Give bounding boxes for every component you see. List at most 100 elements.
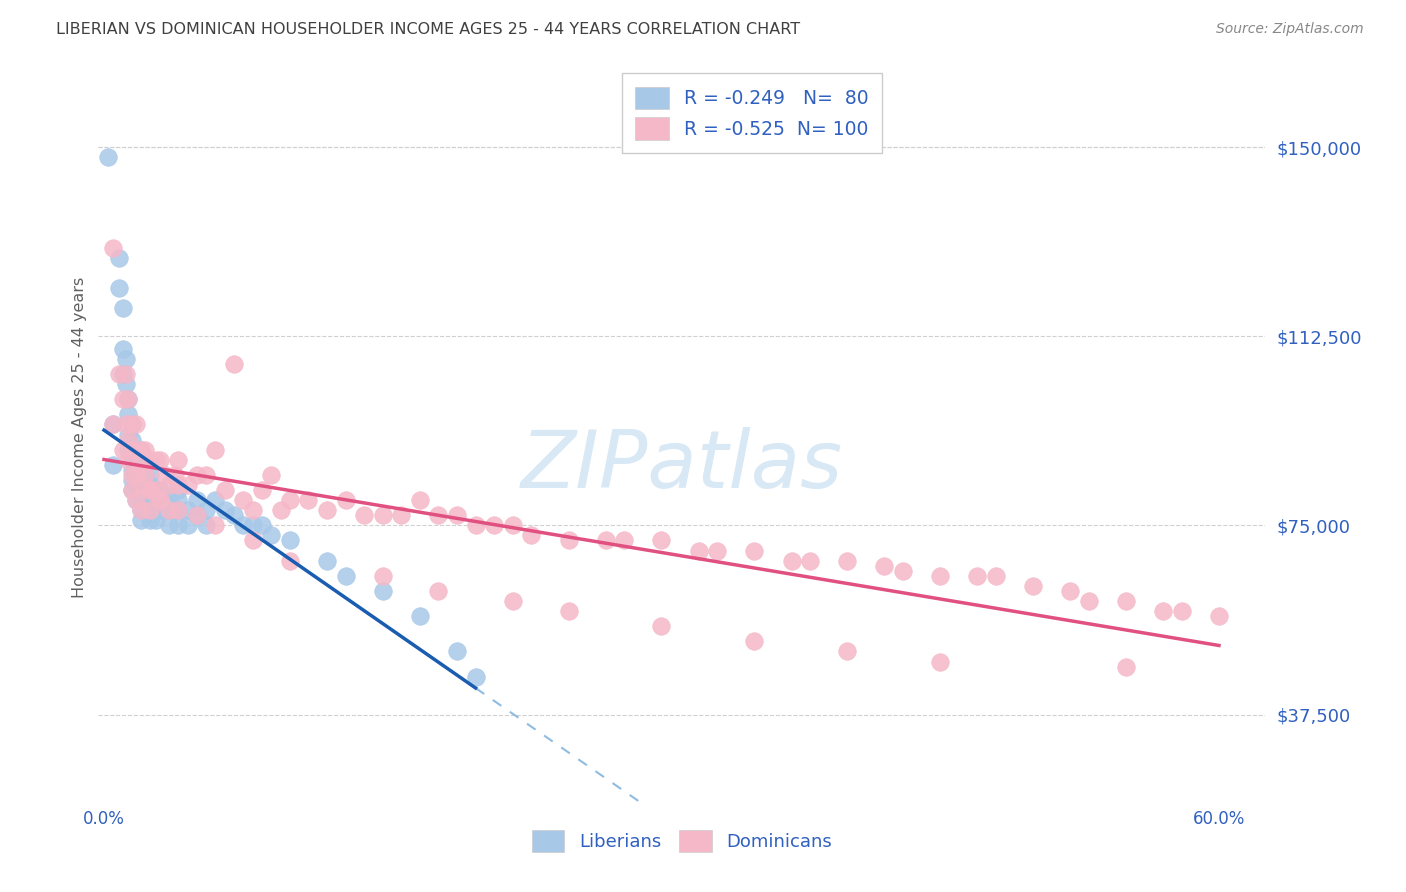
Point (371, 569, 394, 583)
Point (139, 478, 162, 492)
Point (744, 634, 766, 648)
Point (1115, 594, 1137, 608)
Point (204, 442, 226, 457)
Point (966, 569, 988, 583)
Point (139, 503, 162, 517)
Point (222, 357, 245, 371)
Point (409, 493, 432, 508)
Point (124, 467, 146, 482)
Point (155, 503, 177, 517)
Point (780, 554, 803, 568)
Point (595, 533, 617, 548)
Point (121, 473, 143, 487)
Point (186, 508, 208, 523)
Point (134, 478, 156, 492)
Point (129, 503, 152, 517)
Point (124, 478, 146, 492)
Point (134, 493, 156, 508)
Point (121, 483, 143, 497)
Point (97, 150, 120, 164)
Point (139, 483, 162, 497)
Point (502, 518, 524, 533)
Point (124, 417, 146, 432)
Point (214, 483, 236, 497)
Point (688, 543, 710, 558)
Point (117, 408, 139, 422)
Point (124, 442, 146, 457)
Point (167, 452, 190, 467)
Point (167, 518, 190, 533)
Point (129, 442, 152, 457)
Point (1059, 583, 1081, 598)
Point (145, 452, 167, 467)
Point (242, 533, 264, 548)
Point (520, 528, 543, 542)
Point (195, 503, 218, 517)
Point (371, 508, 394, 523)
Point (250, 518, 273, 533)
Point (111, 301, 134, 316)
Point (464, 670, 486, 684)
Point (139, 467, 162, 482)
Point (134, 452, 156, 467)
Point (117, 392, 139, 407)
Point (121, 417, 143, 432)
Point (115, 377, 138, 392)
Point (427, 583, 450, 598)
Point (214, 503, 236, 517)
Point (121, 463, 143, 477)
Point (260, 528, 283, 542)
Point (111, 342, 134, 356)
Point (157, 518, 180, 533)
Point (929, 655, 952, 669)
Point (129, 483, 152, 497)
Point (353, 508, 375, 523)
Point (195, 467, 218, 482)
Point (371, 583, 394, 598)
Point (891, 564, 914, 578)
Point (129, 513, 152, 527)
Point (111, 367, 134, 381)
Point (232, 493, 254, 508)
Point (145, 483, 167, 497)
Point (176, 478, 198, 492)
Point (124, 452, 146, 467)
Point (108, 281, 131, 295)
Point (1208, 609, 1230, 624)
Point (409, 609, 432, 624)
Point (873, 558, 896, 573)
Point (103, 458, 125, 472)
Point (242, 518, 264, 533)
Point (1152, 604, 1174, 618)
Point (222, 508, 245, 523)
Point (155, 493, 177, 508)
Point (117, 392, 139, 407)
Point (484, 518, 506, 533)
Point (837, 644, 859, 658)
Point (1171, 604, 1194, 618)
Point (167, 478, 190, 492)
Text: LIBERIAN VS DOMINICAN HOUSEHOLDER INCOME AGES 25 - 44 YEARS CORRELATION CHART: LIBERIAN VS DOMINICAN HOUSEHOLDER INCOME… (56, 22, 800, 37)
Point (145, 513, 167, 527)
Point (129, 463, 152, 477)
Point (157, 503, 180, 517)
Point (335, 569, 357, 583)
Point (129, 458, 152, 472)
Text: ZIPatlas: ZIPatlas (520, 427, 844, 506)
Point (121, 417, 143, 432)
Point (446, 508, 468, 523)
Point (121, 442, 143, 457)
Point (129, 452, 152, 467)
Point (157, 493, 180, 508)
Point (103, 241, 125, 255)
Point (145, 503, 167, 517)
Point (115, 351, 138, 366)
Point (149, 503, 172, 517)
Point (446, 644, 468, 658)
Point (157, 478, 180, 492)
Point (121, 433, 143, 447)
Point (242, 503, 264, 517)
Point (139, 493, 162, 508)
Point (139, 483, 162, 497)
Point (232, 518, 254, 533)
